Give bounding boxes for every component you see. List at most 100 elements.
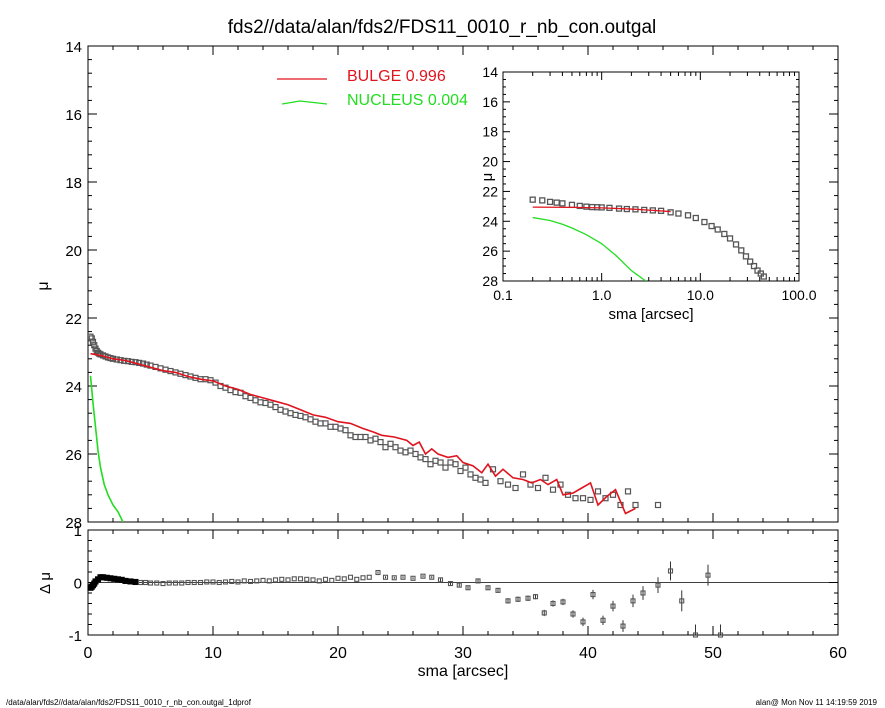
residual-point bbox=[667, 568, 674, 574]
inset-y-tick-label: 28 bbox=[482, 273, 498, 289]
main-y-tick-label: 18 bbox=[65, 175, 82, 192]
inset-data-point bbox=[576, 202, 583, 210]
residual-point bbox=[272, 577, 279, 583]
residual-point bbox=[640, 590, 646, 596]
residual-point bbox=[142, 579, 149, 586]
inset-data-point bbox=[714, 226, 721, 233]
residual-point bbox=[160, 580, 166, 587]
inset-panel: 14 16 18 20 22 24 26 280.1 1.0 10.0 100.0 sma [arcs… bbox=[479, 64, 817, 323]
inset-data-point bbox=[738, 247, 745, 254]
data-point bbox=[572, 495, 579, 502]
inset-x-tick-label: 10.0 bbox=[687, 287, 714, 303]
data-point bbox=[272, 403, 279, 411]
inset-data-point bbox=[708, 222, 715, 230]
data-point bbox=[472, 474, 479, 481]
data-point bbox=[342, 427, 349, 434]
nucleus-line bbox=[89, 375, 124, 522]
data-point bbox=[504, 481, 512, 488]
residual-point bbox=[254, 578, 260, 584]
residual-point bbox=[347, 574, 354, 580]
residual-point bbox=[400, 574, 406, 580]
main-y-tick-label: 22 bbox=[65, 311, 82, 328]
residual-point bbox=[550, 600, 556, 607]
residual-point bbox=[166, 580, 172, 586]
legend-nucleus-label: NUCLEUS 0.004 bbox=[347, 92, 468, 109]
data-point bbox=[402, 449, 409, 456]
main-series-group bbox=[88, 333, 662, 522]
residual-point bbox=[137, 579, 144, 586]
residual-point bbox=[570, 611, 576, 617]
data-point bbox=[377, 439, 384, 446]
residual-point bbox=[210, 579, 216, 585]
data-point bbox=[412, 450, 419, 458]
inset-data-point bbox=[760, 273, 767, 280]
data-point bbox=[422, 456, 429, 463]
residual-y-axis-label: Δ μ bbox=[37, 572, 54, 594]
data-point bbox=[594, 488, 602, 495]
data-point bbox=[397, 447, 404, 454]
residual-point bbox=[354, 576, 360, 582]
data-point bbox=[96, 350, 103, 357]
data-point bbox=[252, 397, 259, 404]
residual-point bbox=[147, 580, 154, 586]
residual-point bbox=[679, 598, 685, 604]
data-point bbox=[497, 478, 504, 485]
data-point bbox=[322, 420, 329, 427]
residual-point bbox=[235, 579, 241, 585]
data-point bbox=[362, 433, 369, 441]
inset-data-point bbox=[529, 196, 536, 203]
residual-point bbox=[316, 578, 322, 584]
residual-point bbox=[122, 577, 129, 584]
main-y-tick-label: 20 bbox=[65, 243, 82, 260]
inset-data-point bbox=[692, 214, 699, 222]
data-point bbox=[89, 338, 97, 345]
x-axis-label: sma [arcsec] bbox=[418, 663, 509, 680]
residual-point bbox=[185, 579, 191, 586]
residual-point bbox=[391, 575, 397, 581]
inset-data-point bbox=[559, 200, 566, 207]
inset-y-tick-label: 20 bbox=[482, 154, 498, 170]
inset-series-group bbox=[529, 196, 767, 281]
inset-data-point bbox=[667, 209, 674, 216]
data-point bbox=[257, 399, 264, 406]
legend: BULGE 0.996 NUCLEUS 0.004 bbox=[277, 68, 468, 109]
residual-point bbox=[717, 632, 724, 638]
data-point bbox=[332, 423, 339, 430]
residual-point bbox=[179, 580, 185, 586]
inset-x-tick-label: 1.0 bbox=[592, 287, 612, 303]
inset-y-axis-label: μ bbox=[479, 173, 496, 182]
data-point bbox=[242, 393, 249, 400]
inset-y-tick-label: 14 bbox=[482, 64, 498, 80]
residual-point bbox=[620, 623, 626, 629]
x-tick-label: 20 bbox=[329, 645, 347, 662]
inset-data-point bbox=[539, 197, 546, 204]
residual-point bbox=[475, 578, 481, 584]
residual-point bbox=[222, 579, 229, 585]
x-tick-label: 40 bbox=[579, 645, 597, 662]
inset-data-point bbox=[747, 258, 754, 265]
data-point bbox=[602, 495, 609, 502]
residual-point bbox=[341, 576, 347, 582]
main-y-tick-label: 24 bbox=[65, 379, 82, 396]
data-point bbox=[282, 408, 289, 415]
chart-title: fds2//data/alan/fds2/FDS11_0010_r_nb_con… bbox=[228, 17, 657, 38]
residual-point bbox=[132, 578, 139, 586]
residual-point bbox=[375, 569, 381, 576]
data-point bbox=[262, 399, 269, 407]
x-tick-label: 10 bbox=[204, 645, 222, 662]
inset-data-point bbox=[675, 210, 682, 217]
residual-point bbox=[382, 574, 389, 580]
inset-y-tick-label: 24 bbox=[482, 213, 498, 229]
residual-point bbox=[705, 572, 711, 578]
main-panel: 14 16 18 20 22 24 26 28 μ BULGE 0.996 NUCLEUS 0.00… bbox=[35, 39, 839, 532]
data-point bbox=[477, 476, 484, 483]
residual-point bbox=[310, 577, 316, 583]
residual-point bbox=[172, 580, 179, 586]
data-point bbox=[91, 342, 98, 349]
data-point bbox=[312, 418, 319, 425]
data-point bbox=[382, 444, 389, 451]
data-point bbox=[549, 486, 557, 493]
data-point bbox=[462, 464, 469, 471]
